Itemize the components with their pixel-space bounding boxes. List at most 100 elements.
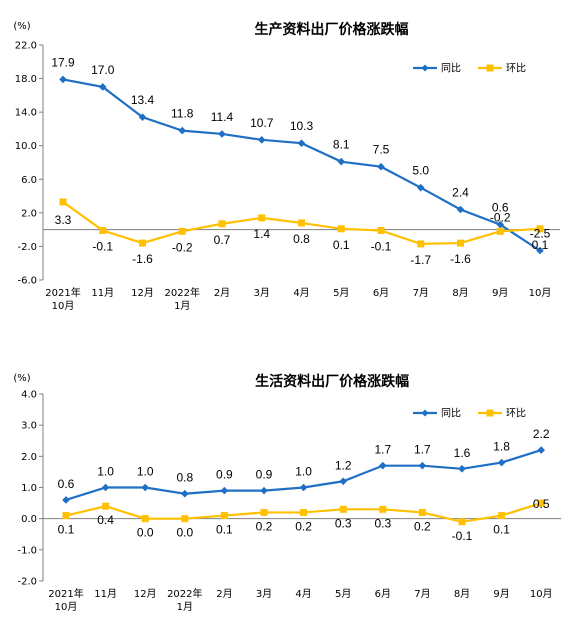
data-label-yoy: 13.4 <box>131 93 155 107</box>
point-mom <box>178 227 186 235</box>
point-mom <box>181 515 189 523</box>
data-label-yoy: 11.4 <box>211 110 234 124</box>
x-tick-label: 10月 <box>530 588 553 600</box>
data-label-yoy: 0.9 <box>256 468 273 482</box>
x-tick-label-line: 10月 <box>529 287 552 299</box>
point-yoy <box>456 205 465 214</box>
point-yoy <box>101 483 110 492</box>
data-label-yoy: 5.0 <box>412 164 429 178</box>
x-tick-label-line: 4月 <box>293 287 309 299</box>
x-tick-label: 12月 <box>131 287 154 299</box>
y-tick-label: -2.0 <box>17 242 37 253</box>
x-tick-label-line: 1月 <box>177 601 193 613</box>
y-tick-label: 4.0 <box>21 390 37 401</box>
y-tick-label: 18.0 <box>15 74 37 85</box>
legend-label-yoy: 同比 <box>441 63 461 75</box>
point-yoy <box>257 136 266 144</box>
point-yoy <box>181 489 189 498</box>
x-tick-label-line: 7月 <box>414 588 430 600</box>
x-tick-label: 6月 <box>375 588 391 600</box>
point-yoy <box>337 157 346 166</box>
x-tick-label-line: 3月 <box>256 588 272 600</box>
data-label-mom: 0.1 <box>493 523 510 537</box>
data-label-mom: 0.1 <box>58 523 75 537</box>
point-yoy <box>379 461 387 470</box>
data-label-mom: 1.4 <box>253 227 270 241</box>
data-label-yoy: 1.0 <box>295 465 312 479</box>
data-label-yoy: 1.2 <box>335 458 352 472</box>
point-yoy <box>496 220 505 229</box>
data-label-yoy: 17.0 <box>91 63 115 77</box>
data-label-yoy: 2.4 <box>452 186 469 200</box>
point-yoy <box>297 139 306 147</box>
point-yoy <box>98 83 107 91</box>
x-tick-label: 8月 <box>452 287 468 299</box>
point-yoy <box>141 483 149 492</box>
point-yoy <box>260 486 268 495</box>
point-mom <box>102 502 110 510</box>
point-yoy <box>59 75 67 84</box>
point-mom <box>457 239 464 247</box>
x-tick-label-line: 2022年 <box>167 587 202 600</box>
x-tick-label: 7月 <box>413 287 429 299</box>
legend-marker-yoy <box>421 409 429 417</box>
x-tick-label: 7月 <box>414 588 430 600</box>
x-tick-label: 11月 <box>91 287 114 299</box>
x-tick-label-line: 11月 <box>94 588 117 600</box>
point-yoy <box>220 486 229 495</box>
y-tick-label: 3.0 <box>21 421 37 432</box>
point-mom <box>62 512 70 520</box>
data-label-mom: 0.2 <box>414 519 431 533</box>
x-tick-label-line: 5月 <box>333 287 349 299</box>
x-tick-label-line: 3月 <box>254 287 270 299</box>
x-tick-label: 3月 <box>254 287 270 299</box>
point-mom <box>218 220 226 228</box>
data-label-mom: 0.2 <box>295 519 312 533</box>
x-tick-label-line: 9月 <box>493 588 509 600</box>
x-tick-label: 2022年 1月 <box>165 286 200 312</box>
legend-label-yoy: 同比 <box>441 408 461 420</box>
data-label-mom: 0.1 <box>532 238 549 252</box>
data-label-yoy: 11.8 <box>171 107 194 121</box>
x-tick-label: 2月 <box>214 287 230 299</box>
y-tick-label: 2.0 <box>21 452 37 463</box>
x-tick-label: 9月 <box>492 287 508 299</box>
point-mom <box>139 239 146 247</box>
y-tick-label: 2.0 <box>21 208 37 219</box>
point-mom <box>141 515 149 523</box>
x-tick-label-line: 8月 <box>452 287 468 299</box>
data-label-mom: -0.1 <box>371 239 392 253</box>
data-label-yoy: 17.9 <box>51 55 75 69</box>
x-tick-label-line: 9月 <box>492 287 508 299</box>
data-label-yoy: 0.8 <box>176 471 193 485</box>
point-mom <box>59 198 67 206</box>
x-tick-label-line: 2月 <box>214 287 230 299</box>
x-tick-label: 4月 <box>295 588 311 600</box>
point-mom <box>498 512 506 520</box>
point-mom <box>298 219 305 227</box>
x-tick-label: 8月 <box>454 588 470 600</box>
x-tick-label: 4月 <box>293 287 309 299</box>
x-tick-label: 3月 <box>256 588 272 600</box>
y-tick-label: -6.0 <box>17 276 37 287</box>
data-label-mom: -0.2 <box>490 210 511 224</box>
data-label-yoy: 8.1 <box>333 138 350 152</box>
x-tick-label: 5月 <box>333 287 349 299</box>
x-tick-label: 2021年 10月 <box>45 286 80 312</box>
x-tick-label-line: 2021年 <box>48 587 83 600</box>
x-tick-label-line: 2021年 <box>45 286 80 299</box>
data-label-yoy: 0.9 <box>216 468 233 482</box>
point-yoy <box>218 130 226 138</box>
y-tick-label: -2.0 <box>17 577 37 588</box>
x-tick-label-line: 12月 <box>134 588 157 600</box>
point-yoy <box>138 113 147 121</box>
y-axis-unit: (%) <box>13 21 30 32</box>
x-tick-label-line: 10月 <box>52 300 75 312</box>
point-mom <box>337 225 345 233</box>
y-tick-label: 1.0 <box>21 483 37 494</box>
x-tick-label: 6月 <box>373 287 389 299</box>
data-label-mom: 0.0 <box>176 526 193 540</box>
point-yoy <box>416 183 425 192</box>
data-label-yoy: 1.0 <box>97 465 114 479</box>
data-label-yoy: 0.6 <box>58 477 75 491</box>
